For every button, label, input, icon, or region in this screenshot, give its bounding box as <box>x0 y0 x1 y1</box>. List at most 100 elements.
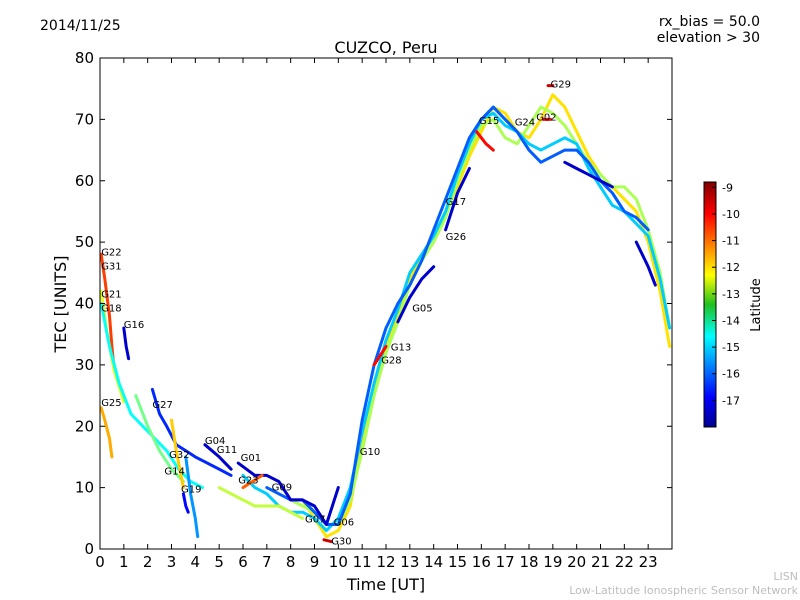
parameters-block: rx_bias = 50.0 elevation > 30 <box>657 14 760 46</box>
satellite-label-g27: G27 <box>152 400 172 411</box>
colorbar-tick-label: -10 <box>722 208 740 221</box>
tec-series-17 <box>99 406 114 459</box>
x-tick-label-17: 17 <box>496 553 515 571</box>
tec-series-7 <box>563 160 614 189</box>
rx-bias-label: rx_bias = 50.0 <box>658 14 760 30</box>
x-tick-label-23: 23 <box>639 553 658 571</box>
satellite-label-g06: G06 <box>334 518 354 529</box>
tec-series-5 <box>396 265 436 324</box>
x-axis: 0 1 2 3 4 5 6 7 8 9 10 11 12 13 14 15 16 17 18 19 20 21 22 23 <box>95 58 658 571</box>
x-tick-label-9: 9 <box>310 553 320 571</box>
y-tick-label-60: 60 <box>75 172 94 190</box>
satellite-label-g14: G14 <box>164 467 184 478</box>
x-tick-label-1: 1 <box>119 553 129 571</box>
satellite-label-g26: G26 <box>446 232 466 243</box>
tec-series-6 <box>444 167 471 232</box>
satellite-label-g18: G18 <box>101 303 121 314</box>
tec-series-10 <box>122 326 131 361</box>
x-tick-label-7: 7 <box>262 553 272 571</box>
y-tick-label-20: 20 <box>75 417 94 435</box>
satellite-label-g21: G21 <box>101 289 121 300</box>
tec-series-23 <box>217 486 305 520</box>
x-tick-label-21: 21 <box>591 553 610 571</box>
satellite-label-g16: G16 <box>124 320 144 331</box>
satellite-label-g09: G09 <box>272 483 292 494</box>
satellite-label-g05: G05 <box>412 303 432 314</box>
satellite-label-g11: G11 <box>217 445 237 456</box>
tec-series-22 <box>170 418 185 490</box>
tec-series-3 <box>265 105 650 526</box>
colorbar-tick-label: -13 <box>722 288 740 301</box>
series-layer <box>99 84 672 544</box>
x-tick-label-12: 12 <box>376 553 395 571</box>
x-tick-label-13: 13 <box>400 553 419 571</box>
colorbar-tick-label: -15 <box>722 341 740 354</box>
x-tick-label-14: 14 <box>424 553 443 571</box>
satellite-label-g30: G30 <box>331 537 351 548</box>
satellite-label-g15: G15 <box>479 116 499 127</box>
y-tick-label-70: 70 <box>75 110 94 128</box>
x-tick-label-10: 10 <box>329 553 348 571</box>
colorbar-tick-label: -11 <box>722 235 740 248</box>
x-tick-label-20: 20 <box>567 553 586 571</box>
colorbar-tick-label: -9 <box>722 181 733 194</box>
satellite-label-g02: G02 <box>536 113 556 124</box>
satellite-label-g28: G28 <box>381 356 401 367</box>
tec-series-8 <box>634 240 657 287</box>
y-tick-label-30: 30 <box>75 356 94 374</box>
satellite-label-g10: G10 <box>360 447 380 458</box>
y-tick-label-40: 40 <box>75 295 94 313</box>
satellite-label-g24: G24 <box>515 117 535 128</box>
colorbar-tick-label: -12 <box>722 261 740 274</box>
x-tick-label-0: 0 <box>95 553 105 571</box>
date-label: 2014/11/25 <box>40 18 121 34</box>
satellite-label-g01: G01 <box>241 453 261 464</box>
tec-series-1 <box>289 105 672 526</box>
colorbar-tick-label: -17 <box>722 394 740 407</box>
satellite-label-g29: G29 <box>551 79 571 90</box>
x-tick-label-15: 15 <box>448 553 467 571</box>
tec-series-15 <box>322 538 333 544</box>
x-tick-label-19: 19 <box>543 553 562 571</box>
x-tick-label-11: 11 <box>353 553 372 571</box>
tec-series-26 <box>181 492 190 514</box>
tec-series-21 <box>150 387 233 477</box>
chart-title: CUZCO, Peru <box>334 38 438 57</box>
tec-series-24 <box>241 473 264 490</box>
x-tick-label-2: 2 <box>143 553 153 571</box>
credit-block: LISN Low-Latitude Ionospheric Sensor Net… <box>569 570 798 598</box>
x-tick-label-4: 4 <box>191 553 201 571</box>
tec-series-19 <box>99 302 204 490</box>
satellite-label-g07: G07 <box>305 515 325 526</box>
credit-network: Low-Latitude Ionospheric Sensor Network <box>569 584 798 597</box>
x-tick-label-22: 22 <box>615 553 634 571</box>
tec-series-4 <box>236 461 340 526</box>
tec-series-2 <box>241 111 672 533</box>
satellite-label-g25: G25 <box>101 398 121 409</box>
satellite-label-g23: G23 <box>238 475 258 486</box>
x-axis-title: Time [UT] <box>346 575 425 594</box>
credit-lisn: LISN <box>773 570 798 583</box>
tec-series-9 <box>203 443 233 471</box>
satellite-label-g17: G17 <box>446 197 466 208</box>
satellite-label-g13: G13 <box>391 343 411 354</box>
colorbar-tick-label: -14 <box>722 314 740 327</box>
y-tick-label-0: 0 <box>84 540 94 558</box>
x-tick-label-5: 5 <box>214 553 224 571</box>
satellite-label-g04: G04 <box>205 436 225 447</box>
x-tick-label-18: 18 <box>519 553 538 571</box>
elevation-label: elevation > 30 <box>656 30 760 46</box>
satellite-label-g31: G31 <box>101 262 121 273</box>
colorbar <box>703 181 717 428</box>
x-tick-label-3: 3 <box>167 553 177 571</box>
satellite-label-g22: G22 <box>101 248 121 259</box>
tec-series-20 <box>134 394 185 483</box>
x-tick-label-8: 8 <box>286 553 296 571</box>
colorbar-label: Latitude <box>749 278 764 332</box>
x-tick-label-16: 16 <box>472 553 491 571</box>
y-tick-label-10: 10 <box>75 479 94 497</box>
colorbar-tick-label: -16 <box>722 368 740 381</box>
y-axis-title: TEC [UNITS] <box>51 256 70 354</box>
